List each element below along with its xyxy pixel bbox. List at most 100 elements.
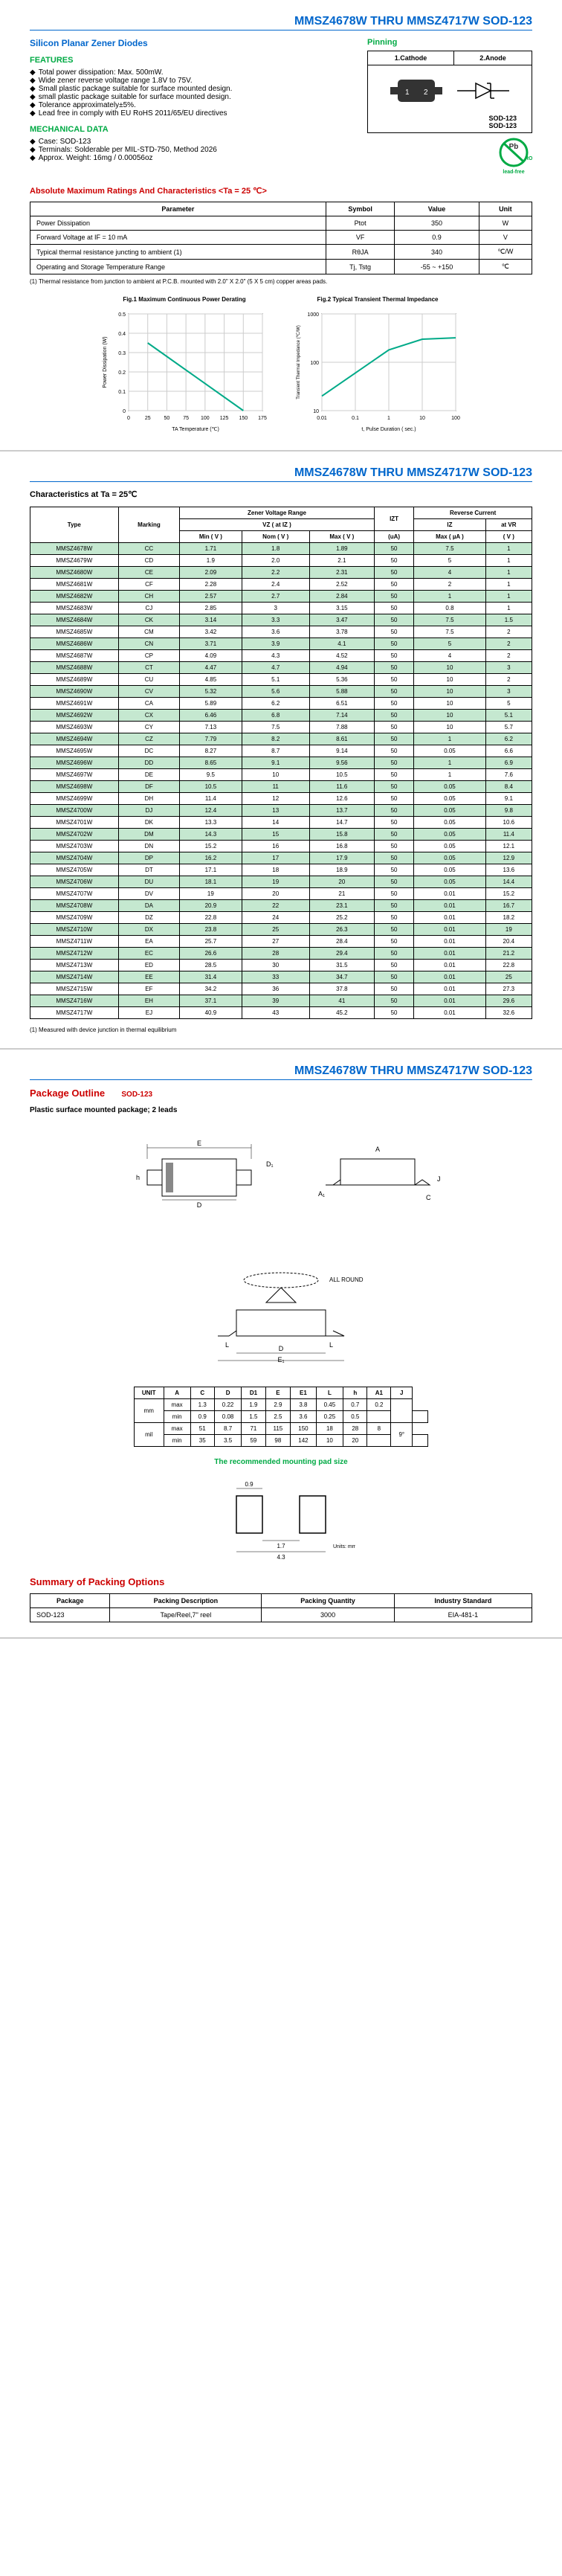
pad-drawing: 0.9 1.7 4.3 Units: mm xyxy=(30,1474,532,1565)
table-row: MMSZ4706WDU18.11920500.0514.4 xyxy=(30,876,532,888)
table-row: MMSZ4717WEJ40.94345.2500.0132.6 xyxy=(30,1007,532,1019)
mechanical-list: Case: SOD-123Terminals: Solderable per M… xyxy=(30,138,532,162)
abs-max-table: ParameterSymbolValueUnit Power Dissipati… xyxy=(30,202,532,274)
table-row: mmmax1.30.221.92.93.80.450.70.2 xyxy=(134,1399,427,1411)
svg-text:ROHS: ROHS xyxy=(525,156,532,161)
svg-text:t, Pulse Duration ( sec.): t, Pulse Duration ( sec.) xyxy=(361,427,416,432)
svg-text:100: 100 xyxy=(201,416,210,421)
table-row: MMSZ4692WCX6.466.87.1450105.1 xyxy=(30,710,532,722)
table-row: MMSZ4684WCK3.143.33.47507.51.5 xyxy=(30,614,532,626)
svg-text:100: 100 xyxy=(310,361,319,366)
abs-header: Parameter xyxy=(30,202,326,216)
dimension-table: UNITACDD1EE1LhA1J mmmax1.30.221.92.93.80… xyxy=(134,1387,428,1447)
col-v: ( V ) xyxy=(485,531,532,543)
pin-anode: 2.Anode xyxy=(453,51,532,65)
svg-text:0.9: 0.9 xyxy=(245,1481,253,1488)
pinning-table: 1.Cathode2.Anode 1 2 xyxy=(367,51,532,133)
table-row: MMSZ4713WED28.53031.5500.0122.8 xyxy=(30,960,532,971)
col-ir: Reverse Current xyxy=(414,507,532,519)
svg-text:0.01: 0.01 xyxy=(317,416,327,421)
svg-text:D: D xyxy=(279,1345,284,1352)
table-row: MMSZ4680WCE2.092.22.315041 xyxy=(30,567,532,579)
svg-text:1: 1 xyxy=(405,89,410,97)
fig1-chart: Fig.1 Maximum Continuous Power Derating … xyxy=(99,296,270,435)
table-row: MMSZ4688WCT4.474.74.9450103 xyxy=(30,662,532,674)
svg-text:150: 150 xyxy=(239,416,248,421)
char-note: (1) Measured with device junction in the… xyxy=(30,1027,532,1033)
table-row: MMSZ4690WCV5.325.65.8850103 xyxy=(30,686,532,698)
table-row: MMSZ4682WCH2.572.72.845011 xyxy=(30,591,532,603)
svg-text:75: 75 xyxy=(183,416,189,421)
svg-text:h: h xyxy=(136,1174,140,1181)
package-drawing-2: ALL ROUND L L D E₁ xyxy=(30,1265,532,1372)
table-row: MMSZ4679WCD1.92.02.15051 xyxy=(30,555,532,567)
table-row: Power DissipationPtot350W xyxy=(30,216,532,231)
table-row: MMSZ4681WCF2.282.42.525021 xyxy=(30,579,532,591)
page-header: MMSZ4678W THRU MMSZ4717W SOD-123 xyxy=(30,15,532,30)
svg-text:0: 0 xyxy=(127,416,130,421)
abs-max-header: Absolute Maximum Ratings And Characteris… xyxy=(30,186,532,196)
mechanical-item: Case: SOD-123 xyxy=(30,138,532,146)
pin-cathode: 1.Cathode xyxy=(368,51,454,65)
svg-text:100: 100 xyxy=(451,416,460,421)
col-max: Max ( V ) xyxy=(309,531,374,543)
table-row: MMSZ4715WEF34.23637.8500.0127.3 xyxy=(30,983,532,995)
fig1-title: Fig.1 Maximum Continuous Power Derating xyxy=(99,296,270,303)
mechanical-item: Approx. Weight: 16mg / 0.00056oz xyxy=(30,154,532,162)
svg-text:C: C xyxy=(426,1194,431,1201)
svg-text:1: 1 xyxy=(387,416,390,421)
svg-text:0.2: 0.2 xyxy=(118,370,126,376)
svg-text:L: L xyxy=(329,1341,333,1349)
fig2-title: Fig.2 Typical Transient Thermal Impedanc… xyxy=(292,296,463,303)
char-title: Characteristics at Ta = 25℃ xyxy=(30,489,532,499)
svg-text:125: 125 xyxy=(220,416,229,421)
table-row: MMSZ4711WEA25.72728.4500.0120.4 xyxy=(30,936,532,948)
svg-text:D₁: D₁ xyxy=(266,1160,274,1168)
svg-text:0.1: 0.1 xyxy=(118,390,126,395)
svg-text:L: L xyxy=(225,1341,229,1349)
table-row: MMSZ4708WDA20.92223.1500.0116.7 xyxy=(30,900,532,912)
svg-text:0.3: 0.3 xyxy=(118,351,126,356)
table-row: MMSZ4697WDE9.51010.55017.6 xyxy=(30,769,532,781)
table-row: MMSZ4687WCP4.094.34.525042 xyxy=(30,650,532,662)
table-row: MMSZ4712WEC26.62829.4500.0121.2 xyxy=(30,948,532,960)
characteristics-table: Type Marking Zener Voltage Range IZT Rev… xyxy=(30,507,532,1019)
svg-text:175: 175 xyxy=(258,416,267,421)
table-row: MMSZ4678WCC1.711.81.89507.51 xyxy=(30,543,532,555)
svg-text:A: A xyxy=(375,1146,380,1153)
table-row: MMSZ4709WDZ22.82425.2500.0118.2 xyxy=(30,912,532,924)
col-vz: VZ ( at IZ ) xyxy=(180,519,375,531)
svg-text:0: 0 xyxy=(123,409,126,414)
table-row: MMSZ4703WDN15.21616.8500.0512.1 xyxy=(30,841,532,852)
svg-text:10: 10 xyxy=(419,416,425,421)
summary-table: PackagePacking DescriptionPacking Quanti… xyxy=(30,1593,532,1622)
svg-text:0.5: 0.5 xyxy=(118,312,126,318)
table-row: Forward Voltage at IF = 10 mAVF0.9V xyxy=(30,231,532,245)
pinning-box: Pinning 1.Cathode2.Anode 1 2 xyxy=(367,38,532,133)
table-row: MMSZ4695WDC8.278.79.14500.056.6 xyxy=(30,745,532,757)
fig2-chart: Fig.2 Typical Transient Thermal Impedanc… xyxy=(292,296,463,435)
table-row: SOD-123Tape/Reel,7" reel3000EIA-481-1 xyxy=(30,1608,532,1622)
svg-text:Transient Thermal Impedance (℃: Transient Thermal Impedance (℃/W) xyxy=(297,325,301,399)
svg-text:A₁: A₁ xyxy=(318,1190,325,1198)
page-header-2: MMSZ4678W THRU MMSZ4717W SOD-123 xyxy=(30,466,532,482)
table-row: MMSZ4683WCJ2.8533.15500.81 xyxy=(30,603,532,614)
col-zvr: Zener Voltage Range xyxy=(180,507,375,519)
svg-text:25: 25 xyxy=(145,416,151,421)
table-row: MMSZ4686WCN3.713.94.15052 xyxy=(30,638,532,650)
table-row: MMSZ4714WEE31.43334.7500.0125 xyxy=(30,971,532,983)
svg-text:2: 2 xyxy=(424,89,428,97)
svg-text:J: J xyxy=(437,1175,441,1183)
pkg-label-2: SOD-123 xyxy=(488,122,517,129)
page-header-3: MMSZ4678W THRU MMSZ4717W SOD-123 xyxy=(30,1064,532,1080)
table-row: Typical thermal resistance juncting to a… xyxy=(30,245,532,260)
table-row: MMSZ4704WDP16.21717.9500.0512.9 xyxy=(30,852,532,864)
col-type: Type xyxy=(30,507,119,543)
svg-text:lead-free: lead-free xyxy=(503,170,524,175)
table-row: milmax518.771115150182889° xyxy=(134,1423,427,1435)
col-ua: (uA) xyxy=(374,531,413,543)
col-iz: IZ xyxy=(414,519,485,531)
svg-text:TA Temperature (℃): TA Temperature (℃) xyxy=(172,427,219,432)
table-row: MMSZ4716WEH37.13941500.0129.6 xyxy=(30,995,532,1007)
table-row: MMSZ4707WDV192021500.0115.2 xyxy=(30,888,532,900)
